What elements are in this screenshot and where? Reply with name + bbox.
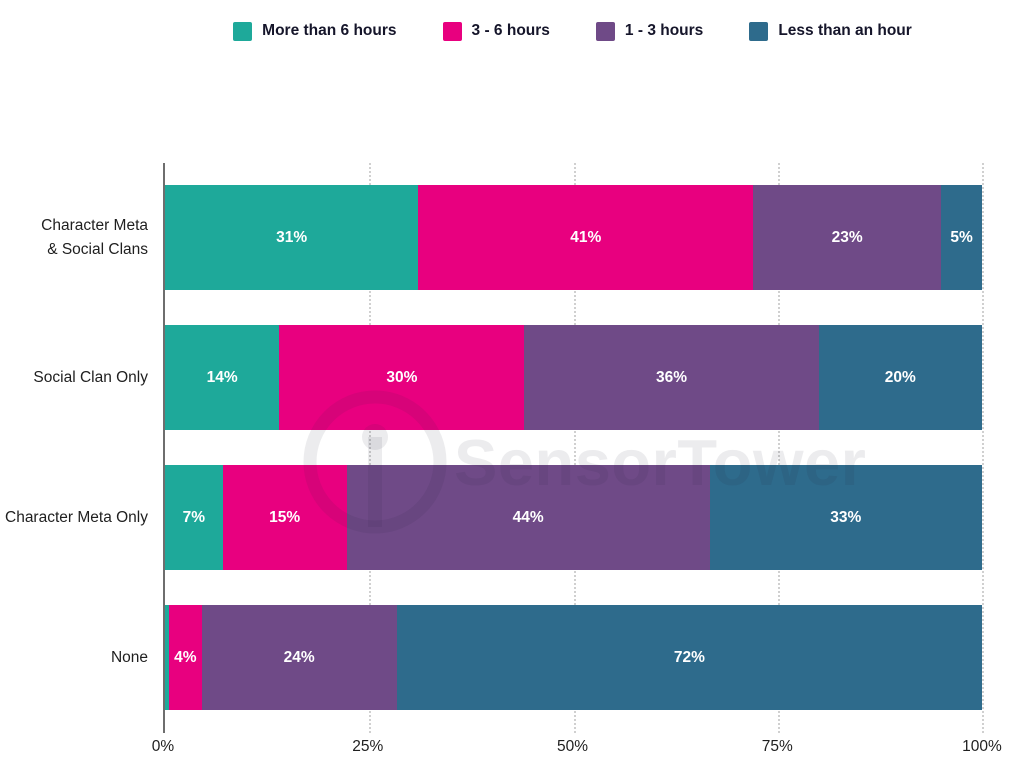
bar-segment: 4% (169, 605, 202, 710)
bar-segment-label: 41% (570, 228, 602, 246)
bar-segment-label: 4% (174, 648, 197, 666)
legend-item: 1 - 3 hours (595, 21, 704, 41)
bar-segment: 30% (279, 325, 525, 430)
bar-segment-label: 15% (269, 508, 301, 526)
bar-segment: 15% (222, 465, 347, 570)
legend-swatch-icon (749, 21, 769, 41)
category-label: Character Meta & Social Clans (41, 217, 148, 258)
legend-item-label: 3 - 6 hours (471, 22, 550, 39)
gridline (369, 163, 372, 733)
bar-segment-label: 20% (884, 368, 916, 386)
legend-item-label: 1 - 3 hours (624, 22, 704, 39)
category-label: Social Clan Only (33, 368, 148, 386)
bar-row: 7% 15% 44% 33% (165, 465, 982, 570)
bar-row: 14% 30% 36% 20% (165, 325, 982, 430)
bar-row: 4% 24% 72% (165, 605, 982, 710)
gridline (777, 163, 780, 733)
bar-segment-label: 7% (182, 508, 206, 526)
bar-segment-label: 5% (950, 228, 973, 246)
legend-item-label: More than 6 hours (262, 22, 397, 39)
legend-item-label: Less than an hour (778, 22, 912, 39)
legend: More than 6 hours 3 - 6 hours 1 - 3 hours L… (163, 17, 982, 45)
bar-segment: 36% (524, 325, 819, 430)
bar-segment: 33% (709, 465, 982, 570)
bar-segment: 24% (201, 605, 397, 710)
bar-segment-label: 31% (276, 228, 308, 246)
legend-swatch-icon (442, 21, 462, 41)
x-tick-label: 25% (352, 738, 384, 755)
legend-item: Less than an hour (749, 21, 912, 41)
bar-segment-label: 24% (283, 648, 315, 666)
category-label: Character Meta Only (5, 508, 148, 526)
bar-segment: 44% (346, 465, 710, 570)
bar-segment-label: 14% (206, 368, 238, 386)
legend-swatch-icon (595, 21, 615, 41)
bar-segment: 23% (753, 185, 942, 290)
bar-segment-label: 36% (656, 368, 688, 386)
bar-segment-label: 33% (830, 508, 862, 526)
bar-row: 31% 41% 23% 5% (165, 185, 982, 290)
gridline (982, 163, 984, 733)
bar-segment: 31% (165, 185, 419, 290)
legend-swatch-icon (233, 21, 253, 41)
bar-segment-label: 23% (831, 228, 863, 246)
plot-area: 31% 41% 23% 5% 14% 30% 36% 20% 7% 15% 44% 33% 4% 24% 7… (163, 163, 984, 733)
bar-segment: 7% (165, 465, 223, 570)
bar-segment: 41% (418, 185, 754, 290)
x-tick-label: 100% (962, 738, 1002, 755)
legend-item: More than 6 hours (233, 21, 397, 41)
x-axis-ticks: 0% 25% 50% 75% 100% (152, 738, 1002, 762)
bar-segment: 72% (396, 605, 982, 710)
category-label: None (110, 648, 148, 666)
bar-segment: 5% (941, 185, 982, 290)
bar-segment (165, 605, 170, 710)
x-tick-label: 75% (761, 738, 793, 755)
x-tick-label: 0% (151, 738, 175, 755)
bar-segment-label: 30% (386, 368, 418, 386)
legend-item: 3 - 6 hours (442, 21, 550, 41)
bar-segment: 14% (165, 325, 280, 430)
x-tick-label: 50% (556, 738, 589, 755)
gridline (573, 163, 576, 733)
bar-segment: 20% (818, 325, 982, 430)
bar-segment-label: 44% (512, 508, 544, 526)
bar-segment-label: 72% (673, 648, 705, 666)
